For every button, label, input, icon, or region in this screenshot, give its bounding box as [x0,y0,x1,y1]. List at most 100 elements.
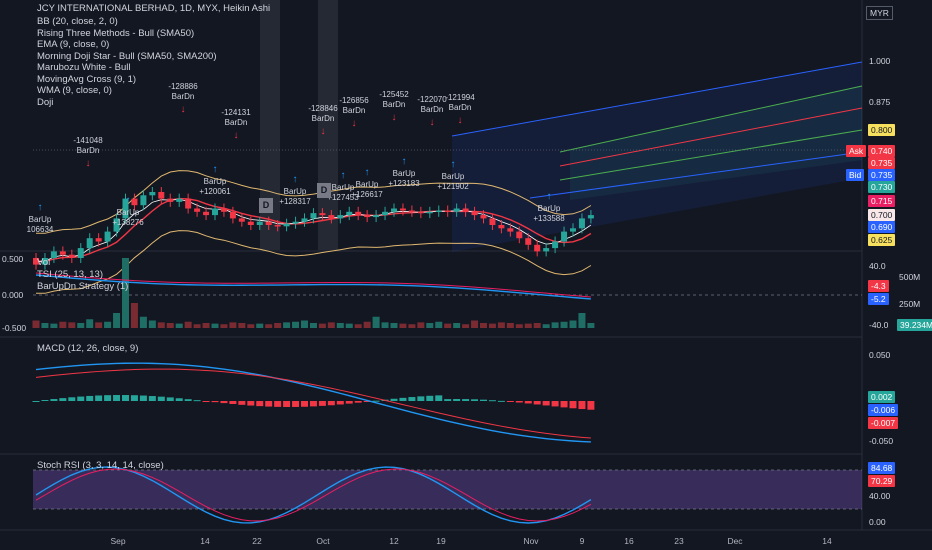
time-tick: 22 [252,536,262,546]
bardn-arrow-icon: ↓ [429,117,435,128]
tsi-tag: -4.3 [868,280,889,292]
candle-body [301,218,308,222]
macd-bar [417,396,425,401]
barup-value: +123183 [388,179,420,188]
indicator-label: Marubozu White - Bull [37,62,131,73]
barup-value: +133588 [533,214,565,223]
bardn-value: -128886 [168,82,198,91]
tsi-line [35,274,591,300]
barup-label: BarUp [537,204,561,213]
macd-bar [265,401,273,407]
volume-bar [381,322,389,328]
volume-bar [480,323,487,328]
barup-arrow-icon: ↑ [212,164,218,175]
stoch-tick: 40.00 [869,491,891,501]
volume-bar [283,322,291,328]
volume-bar [569,320,577,328]
candle-body [310,213,317,219]
macd-bar [157,396,165,401]
bardn-value: -125452 [379,90,409,99]
macd-bar [229,401,237,405]
volume-bar [265,324,273,328]
currency-label[interactable]: MYR [866,6,893,20]
volume-bar [113,313,121,328]
volume-bar [488,323,496,328]
candle-body [587,215,594,219]
time-tick: 14 [822,536,832,546]
macd-bar [372,400,380,402]
volume-bar [560,321,568,328]
macd-bar [542,401,550,406]
volume-bar [193,324,201,328]
macd-tick: 0.050 [869,350,891,360]
macd-bar [327,401,335,406]
pane2-tick: 500M [899,272,921,282]
channel-inner-fill [570,86,862,200]
volume-bar [542,324,550,328]
macd-bar [533,401,541,405]
macd-line [35,362,591,443]
channel-mid-bottom [559,129,863,181]
macd-bar [139,395,147,401]
volume-bar [462,324,470,328]
price-tag: 0.735 [868,169,896,181]
price-tag: 0.740 [868,145,896,157]
macd-bar [309,401,317,407]
candle-body [364,215,371,218]
volume-bar [130,303,138,328]
time-tick: Oct [316,536,330,546]
bardn-arrow-icon: ↓ [233,130,239,141]
macd-bar [318,401,326,406]
candle-body [274,225,281,227]
candle-body [185,198,192,209]
time-tick: 14 [200,536,210,546]
macd-bar [32,401,40,402]
volume-bar [95,322,103,328]
macd-bar [408,397,416,401]
candle-body [86,238,93,249]
candle-body [570,228,576,232]
candle-body [68,254,75,258]
channel-center [559,107,863,167]
price-tag: 0.735 [868,157,896,169]
highlight-column [318,0,338,250]
macd-bar [453,399,461,401]
macd-bar [202,401,210,402]
candle-body [122,198,129,219]
volume-bar [471,320,479,328]
stoch-d [35,468,592,522]
bardn-value: -128846 [308,104,338,113]
candle-body [391,208,397,212]
stoch-tick: 0.00 [869,517,886,527]
bardn-value: -141048 [73,136,103,145]
channel-top [451,61,863,137]
price-tag: 0.700 [868,209,896,221]
barup-arrow-icon: ↑ [125,195,131,206]
macd-bar [354,401,362,403]
macd-label: MACD (12, 26, close, 9) [37,343,139,354]
macd-bar [301,401,308,407]
volume-bar [551,322,559,328]
highlight-column [260,0,280,250]
macd-bar [426,395,434,401]
barup-label: BarUp [441,172,465,181]
macd-bar [220,401,228,404]
candle-body [489,218,496,225]
volume-bar [336,323,344,328]
indicator-label: WMA (9, close, 0) [37,85,112,96]
candle-body [238,218,245,222]
macd-bar [59,398,67,401]
volume-bar [148,320,156,328]
macd-bar [274,401,282,407]
macd-bar [471,399,479,401]
volume-bar [372,316,380,328]
candle-body [462,208,469,212]
candle-body [399,208,406,211]
pane2-left-tick: 0.500 [2,254,24,264]
volume-bar [32,320,40,328]
pane2-tick: 250M [899,299,921,309]
bardn-label: BarDn [342,106,366,115]
macd-bar [390,398,398,401]
chart-title: JCY INTERNATIONAL BERHAD, 1D, MYX, Heiki… [37,3,271,14]
macd-tag: 0.002 [868,391,896,403]
